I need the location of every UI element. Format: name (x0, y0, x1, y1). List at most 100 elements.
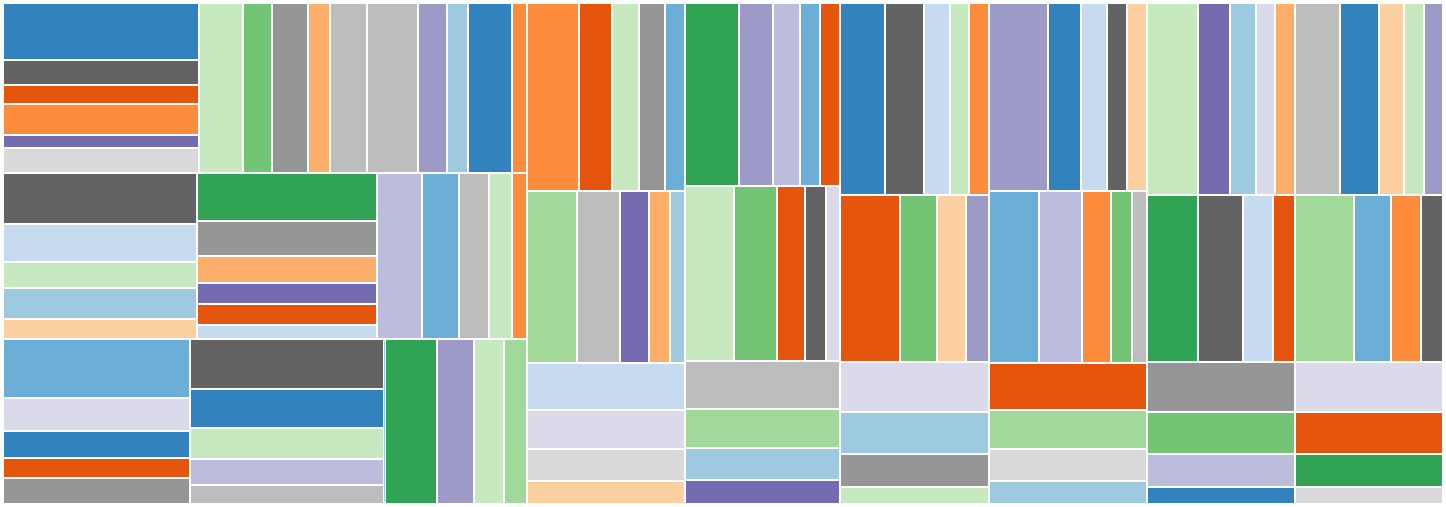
treemap-cell (1378, 3, 1405, 196)
treemap-cell (1132, 190, 1147, 364)
treemap-cell (526, 3, 580, 191)
treemap-cell (885, 3, 925, 196)
treemap-cell (489, 173, 512, 339)
treemap-cell (1081, 190, 1111, 364)
treemap-cell (3, 338, 190, 399)
treemap-cell (526, 363, 685, 411)
treemap-cell (804, 185, 827, 361)
treemap-cell (526, 480, 685, 504)
treemap-cell (3, 84, 200, 104)
treemap-cell (197, 221, 378, 256)
treemap-cell (966, 195, 989, 363)
treemap-cell (1294, 362, 1443, 413)
treemap-cell (3, 287, 198, 320)
treemap-cell (899, 195, 937, 363)
treemap-cell (840, 362, 989, 413)
treemap-cell (190, 427, 385, 460)
treemap-cell (197, 304, 378, 325)
treemap-cell (988, 480, 1147, 504)
treemap-cell (243, 3, 273, 174)
treemap-cell (3, 262, 198, 288)
treemap-cell (949, 3, 970, 196)
treemap-cell (1256, 3, 1276, 196)
treemap-cell (772, 3, 800, 186)
treemap-cell (272, 3, 309, 174)
treemap-cell (988, 3, 1048, 191)
treemap-cell (190, 389, 385, 428)
treemap-cell (199, 3, 243, 174)
treemap-cell (1242, 195, 1273, 363)
treemap-cell (1423, 3, 1443, 196)
treemap-cell (1420, 195, 1443, 363)
treemap-cell (436, 338, 475, 504)
treemap-cell (1354, 195, 1392, 363)
treemap-cell (197, 173, 378, 222)
treemap-cell (820, 3, 841, 186)
treemap-cell (576, 190, 621, 364)
treemap-cell (684, 408, 841, 449)
treemap-cell (840, 412, 989, 454)
treemap-cell (3, 135, 200, 148)
treemap-cell (1146, 453, 1295, 488)
treemap-cell (1080, 3, 1108, 191)
treemap-cell (377, 173, 422, 339)
treemap-cell (738, 3, 773, 186)
treemap-cell (190, 484, 385, 504)
treemap-cell (1047, 3, 1081, 191)
treemap-cell (638, 3, 665, 191)
treemap-cell (3, 173, 198, 225)
treemap-cell (3, 59, 200, 85)
treemap-cell (504, 338, 527, 504)
treemap-cell (1294, 412, 1443, 454)
treemap-cell (1146, 195, 1199, 363)
treemap-cell (421, 173, 460, 339)
treemap-cell (826, 185, 841, 361)
treemap-cell (3, 319, 198, 339)
treemap-cell (840, 453, 989, 488)
treemap-cell (308, 3, 331, 174)
treemap-cell (1294, 3, 1340, 196)
treemap-cell (459, 173, 490, 339)
treemap-cell (1294, 453, 1443, 488)
treemap-cell (3, 224, 198, 263)
treemap-cell (670, 190, 685, 364)
treemap-cell (648, 190, 671, 364)
treemap-cell (1198, 195, 1243, 363)
treemap-cell (384, 338, 437, 504)
treemap-cell (190, 459, 385, 485)
treemap-cell (3, 477, 190, 504)
treemap-cell (612, 3, 639, 191)
treemap-cell (1272, 195, 1295, 363)
treemap-cell (1146, 412, 1295, 454)
treemap-cell (526, 449, 685, 481)
treemap-cell (840, 195, 900, 363)
treemap-chart (3, 3, 1443, 504)
treemap-cell (3, 431, 190, 458)
treemap-cell (197, 283, 378, 305)
treemap-cell (1146, 3, 1199, 196)
treemap-cell (664, 3, 685, 191)
treemap-cell (969, 3, 989, 196)
treemap-cell (988, 363, 1147, 411)
treemap-cell (190, 338, 385, 390)
treemap-cell (684, 3, 739, 186)
treemap-cell (1126, 3, 1147, 191)
treemap-cell (1146, 487, 1295, 504)
treemap-cell (3, 398, 190, 432)
treemap-cell (684, 185, 735, 361)
treemap-cell (446, 3, 469, 174)
treemap-cell (840, 3, 886, 196)
treemap-cell (474, 338, 505, 504)
treemap-cell (1294, 195, 1355, 363)
treemap-cell (1107, 3, 1127, 191)
treemap-cell (468, 3, 513, 174)
treemap-cell (936, 195, 967, 363)
treemap-cell (988, 190, 1039, 364)
treemap-cell (684, 480, 841, 504)
treemap-cell (1391, 195, 1421, 363)
treemap-cell (799, 3, 820, 186)
treemap-cell (1038, 190, 1082, 364)
treemap-cell (511, 173, 527, 339)
treemap-cell (1230, 3, 1257, 196)
treemap-cell (988, 449, 1147, 481)
